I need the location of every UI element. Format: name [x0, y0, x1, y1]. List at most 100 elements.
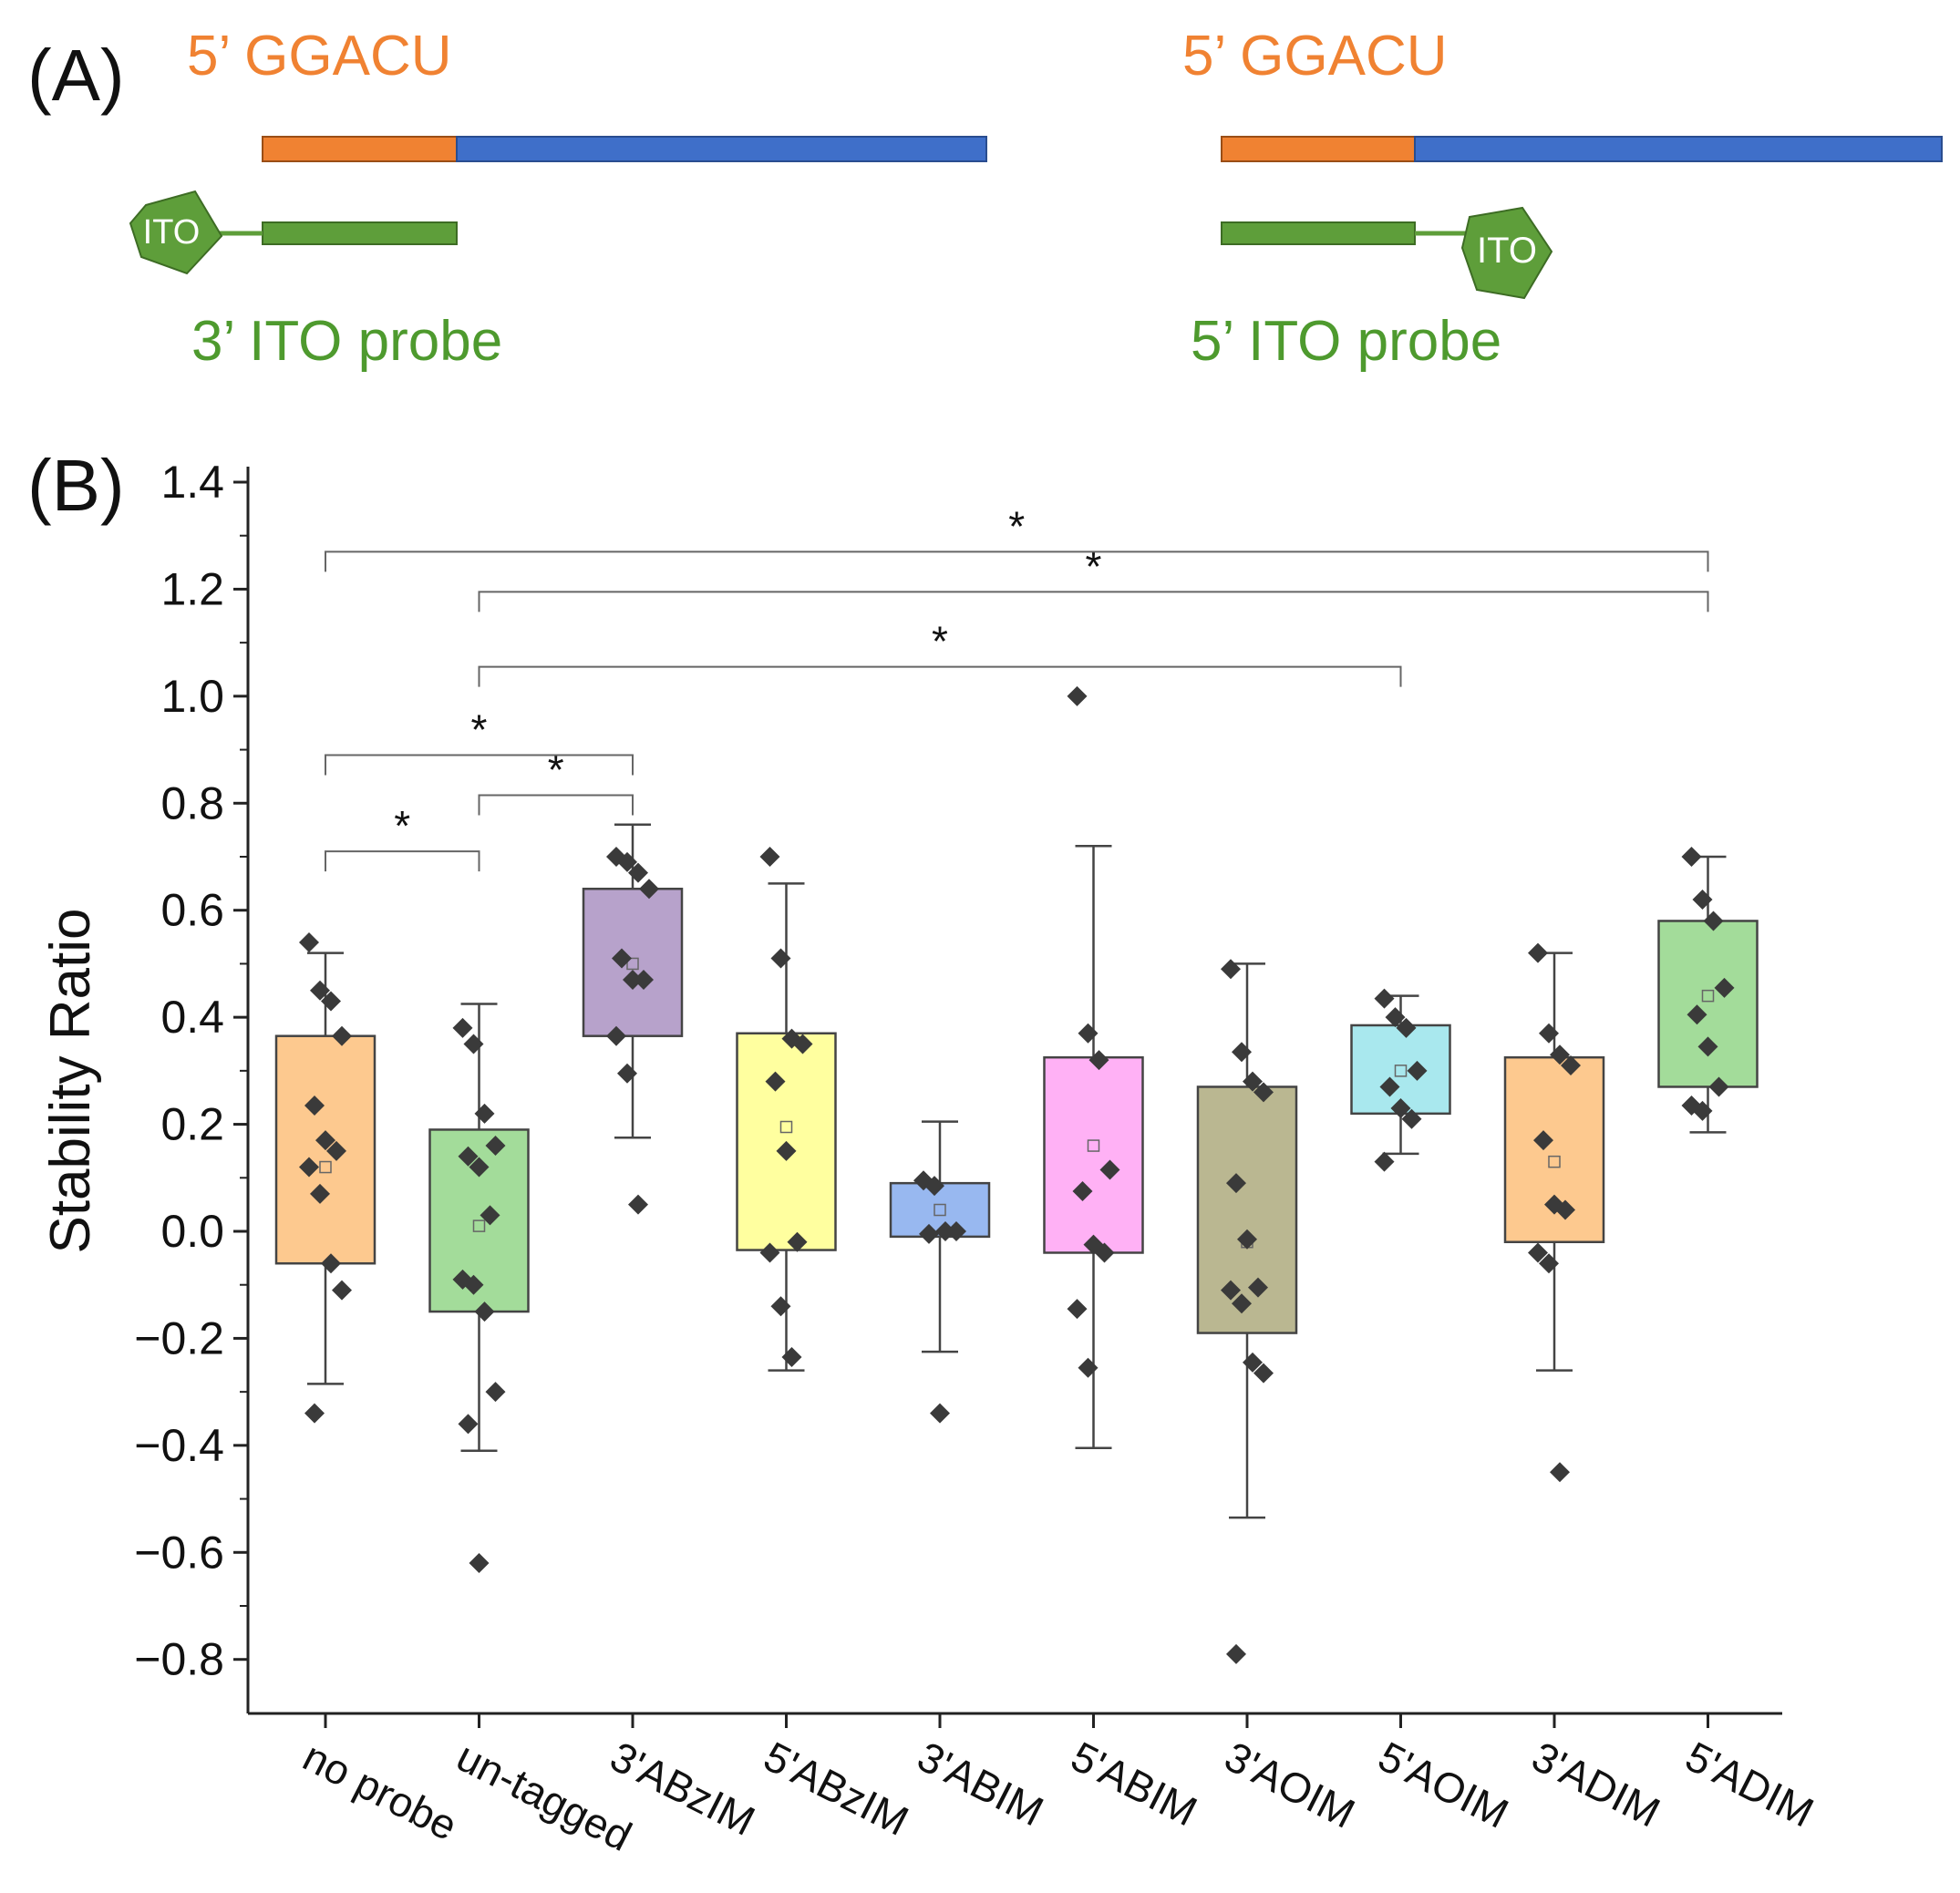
data-point — [1379, 1076, 1400, 1097]
box-5-abim — [1043, 1055, 1144, 1254]
data-point — [1687, 1004, 1707, 1025]
data-point — [759, 1242, 780, 1263]
y-tick-label: −0.6 — [134, 1527, 224, 1578]
left-blue-segment — [456, 136, 987, 162]
data-point — [935, 1221, 955, 1241]
box-plot-chart: * * * * * * −0.8 −0.6 −0.4 −0.2 0.0 0.2 0.4 0.6 0.8 1.… — [39, 457, 1821, 1860]
box-5-adim — [1657, 920, 1759, 1088]
data-point — [1099, 1159, 1120, 1180]
data-point — [332, 1280, 352, 1301]
data-point — [452, 1017, 473, 1038]
x-tick-label: 3'ABIM — [910, 1733, 1050, 1836]
box-3-aoim — [1196, 1085, 1298, 1334]
x-tick-label: 3'AOIM — [1217, 1733, 1362, 1837]
data-point — [1692, 1100, 1713, 1121]
left-target-label: 5’ GGACU — [187, 25, 452, 87]
data-point — [1528, 942, 1548, 963]
panel-b-label: (B) — [27, 445, 125, 526]
y-tick-label: 0.4 — [160, 992, 224, 1043]
data-point — [485, 1382, 506, 1403]
data-point — [1243, 1352, 1263, 1373]
data-point — [792, 1034, 813, 1055]
significance-bracket — [478, 665, 1402, 687]
left-orange-segment — [262, 136, 458, 162]
data-point — [617, 1063, 637, 1084]
data-point — [485, 1136, 506, 1157]
data-point — [480, 1205, 500, 1226]
right-orange-segment — [1221, 136, 1416, 162]
left-ito-tag-label: ITO — [143, 213, 201, 252]
data-point — [946, 1221, 966, 1241]
significance-bracket — [325, 754, 634, 776]
x-tick-label: un-tagged — [449, 1733, 639, 1860]
y-tick-label: −0.2 — [134, 1312, 224, 1363]
data-point — [765, 1071, 786, 1092]
data-point — [1237, 1229, 1257, 1250]
right-probe-label: 5’ ITO probe — [1191, 310, 1501, 373]
data-point — [1528, 1242, 1548, 1263]
data-point — [1561, 1055, 1581, 1075]
data-point — [304, 1403, 325, 1424]
data-point — [781, 1346, 802, 1367]
data-point — [759, 847, 780, 867]
data-point — [310, 980, 330, 1001]
significance-star: * — [548, 746, 564, 793]
y-tick-label: 1.2 — [160, 563, 224, 614]
data-point — [770, 948, 791, 969]
x-tick-label: 5'ABIM — [1064, 1733, 1204, 1836]
data-point — [1374, 1151, 1395, 1172]
data-point — [623, 970, 643, 991]
y-tick-label: −0.8 — [134, 1634, 224, 1685]
significance-bracket — [325, 550, 1709, 572]
data-point — [1681, 847, 1702, 867]
data-point — [770, 1296, 791, 1317]
data-point — [1221, 959, 1241, 980]
significance-star: * — [471, 705, 488, 753]
data-point — [628, 862, 648, 883]
data-point — [315, 1130, 335, 1151]
y-tick-label: 0.6 — [160, 885, 224, 936]
data-point — [1232, 1042, 1252, 1063]
data-point — [1253, 1082, 1274, 1103]
data-point — [617, 851, 637, 872]
significance-bracket — [325, 850, 480, 872]
data-point — [474, 1103, 495, 1124]
data-point — [1072, 1180, 1093, 1201]
data-point — [1067, 685, 1088, 706]
x-tick-label: 5'ABzIM — [757, 1733, 916, 1845]
significance-star: * — [394, 802, 410, 849]
significance-brackets: * * * * * * — [325, 502, 1709, 872]
left-construct: 5’ GGACU ITO 3’ ITO probe — [129, 25, 987, 373]
data-point — [1401, 1108, 1422, 1129]
data-point — [606, 1025, 626, 1046]
data-point — [628, 1194, 648, 1215]
data-point — [930, 1403, 950, 1424]
y-tick-label: 0.0 — [160, 1206, 224, 1257]
data-point — [1539, 1023, 1559, 1044]
data-point — [299, 1157, 319, 1178]
data-point — [1232, 1293, 1252, 1314]
data-point — [1692, 889, 1713, 910]
mean-marker — [1087, 1139, 1100, 1152]
data-point — [463, 1034, 484, 1055]
data-point — [1539, 1253, 1559, 1274]
data-point — [1396, 1017, 1417, 1038]
data-point — [458, 1146, 479, 1167]
data-point — [1385, 1007, 1406, 1028]
data-point — [634, 970, 654, 991]
significance-bracket — [478, 794, 634, 816]
data-point — [326, 1140, 346, 1161]
significance-star: * — [1086, 542, 1102, 590]
significance-star: * — [1008, 502, 1025, 550]
box-3-abzim — [582, 887, 684, 1037]
data-point — [919, 1223, 939, 1244]
data-point — [474, 1301, 495, 1322]
data-point — [1708, 1076, 1729, 1097]
data-point — [1697, 1036, 1718, 1057]
significance-star: * — [932, 618, 948, 665]
data-point — [1243, 1071, 1263, 1092]
data-point — [924, 1176, 944, 1197]
data-point — [1253, 1363, 1274, 1384]
left-ito-tag-icon — [129, 190, 223, 275]
